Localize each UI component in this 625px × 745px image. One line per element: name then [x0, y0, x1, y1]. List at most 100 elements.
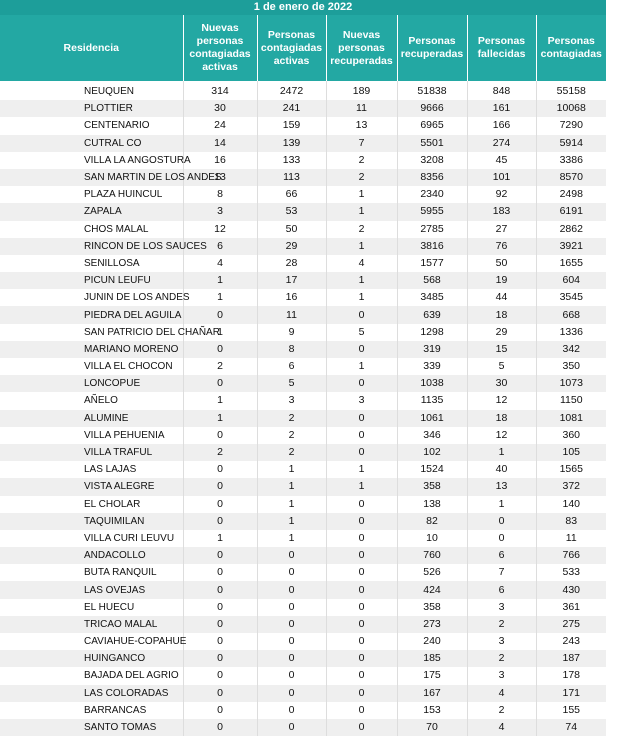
- number-cell: 0: [256, 667, 326, 685]
- number-cell: 240: [396, 633, 467, 651]
- number-cell: 51838: [396, 81, 467, 101]
- number-cell: 0: [325, 718, 397, 737]
- number-cell: 6: [182, 237, 257, 255]
- residence-cell: LAS COLORADAS: [0, 684, 183, 702]
- number-cell: 18: [466, 306, 536, 324]
- number-cell: 28: [256, 254, 326, 273]
- number-cell: 1: [466, 443, 536, 462]
- table-row: LAS LAJAS 0 1 1 1524 40 1565: [0, 461, 606, 479]
- number-cell: 848: [466, 81, 536, 101]
- number-cell: 0: [182, 667, 257, 685]
- number-cell: 0: [325, 529, 397, 548]
- residence-cell: JUNIN DE LOS ANDES: [84, 292, 190, 304]
- number-cell: 12: [182, 220, 257, 238]
- number-cell: 430: [535, 581, 606, 599]
- number-cell: 273: [396, 615, 467, 633]
- number-cell: 2862: [535, 220, 606, 238]
- number-cell: 274: [466, 134, 536, 152]
- table-row: ANDACOLLO 0 0 0 760 6 766: [0, 547, 606, 565]
- number-cell: 668: [535, 306, 606, 324]
- table-row: EL HUECU 0 0 0 358 3 361: [0, 598, 606, 616]
- residence-cell: VILLA CURI LEUVU: [84, 532, 175, 544]
- number-cell: 19: [466, 272, 536, 290]
- number-cell: 241: [256, 100, 326, 118]
- table-row: EL CHOLAR 0 1 0 138 1 140: [0, 495, 606, 513]
- residence-cell: BAJADA DEL AGRIO: [84, 670, 179, 682]
- number-cell: 0: [182, 495, 257, 513]
- number-cell: 1524: [396, 461, 467, 479]
- table-row: ALUMINE 1 2 0 1061 18 1081: [0, 409, 606, 427]
- residence-cell: PIEDRA DEL AGUILA: [0, 306, 183, 324]
- residence-cell: VILLA LA ANGOSTURA: [84, 154, 191, 166]
- number-cell: 1038: [396, 375, 467, 393]
- number-cell: 0: [182, 340, 257, 358]
- number-cell: 0: [256, 701, 326, 719]
- number-cell: 50: [466, 254, 536, 273]
- number-cell: 0: [182, 718, 257, 737]
- number-cell: 5501: [396, 134, 467, 152]
- table-row: LAS COLORADAS 0 0 0 167 4 171: [0, 684, 606, 702]
- number-cell: 0: [466, 529, 536, 548]
- number-cell: 1: [325, 358, 397, 376]
- number-cell: 153: [396, 701, 467, 719]
- number-cell: 82: [396, 512, 467, 530]
- header-row: Residencia Nuevas personas contagiadas ac…: [0, 15, 606, 81]
- number-cell: 133: [256, 151, 326, 169]
- number-cell: 360: [535, 426, 606, 444]
- residence-cell: LAS OVEJAS: [0, 581, 183, 599]
- number-cell: 1336: [535, 323, 606, 341]
- table-row: ZAPALA 3 53 1 5955 183 6191: [0, 203, 606, 221]
- number-cell: 2498: [535, 186, 606, 204]
- residence-cell: MARIANO MORENO: [0, 340, 183, 358]
- number-cell: 1: [182, 392, 257, 410]
- number-cell: 350: [535, 358, 606, 376]
- number-cell: 0: [325, 684, 397, 702]
- table-row: CENTENARIO 24 159 13 6965 166 7290: [0, 117, 606, 135]
- number-cell: 2: [256, 409, 326, 427]
- number-cell: 275: [535, 615, 606, 633]
- residence-cell: SAN PATRICIO DEL CHAÑAR: [84, 326, 220, 338]
- table-row: PLAZA HUINCUL 8 66 1 2340 92 2498: [0, 186, 606, 204]
- number-cell: 0: [325, 495, 397, 513]
- residence-cell: RINCON DE LOS SAUCES: [0, 237, 207, 255]
- number-cell: 6191: [535, 203, 606, 221]
- number-cell: 3545: [535, 289, 606, 307]
- number-cell: 1081: [535, 409, 606, 427]
- number-cell: 55158: [535, 81, 606, 101]
- number-cell: 0: [256, 718, 326, 737]
- number-cell: 1: [256, 495, 326, 513]
- number-cell: 1: [325, 461, 397, 479]
- report: 1 de enero de 2022 Residencia Nuevas pers…: [0, 0, 606, 737]
- number-cell: 2: [256, 443, 326, 462]
- number-cell: 0: [182, 512, 257, 530]
- number-cell: 5: [466, 358, 536, 376]
- table-row: RINCON DE LOS SAUCES 6 29 1 3816 76 3921: [0, 237, 606, 255]
- number-cell: 1: [182, 323, 257, 341]
- number-cell: 9: [256, 323, 326, 341]
- number-cell: 40: [466, 461, 536, 479]
- number-cell: 0: [256, 684, 326, 702]
- column-header: Personas fallecidas: [466, 15, 536, 81]
- number-cell: 0: [182, 598, 257, 616]
- number-cell: 0: [182, 547, 257, 565]
- number-cell: 319: [396, 340, 467, 358]
- number-cell: 533: [535, 564, 606, 582]
- number-cell: 2: [466, 615, 536, 633]
- residence-cell: TRICAO MALAL: [0, 615, 183, 633]
- number-cell: 167: [396, 684, 467, 702]
- number-cell: 0: [325, 409, 397, 427]
- number-cell: 44: [466, 289, 536, 307]
- number-cell: 0: [182, 615, 257, 633]
- residence-cell: SANTO TOMAS: [0, 718, 183, 737]
- table-row: LAS OVEJAS 0 0 0 424 6 430: [0, 581, 606, 599]
- residence-cell: TAQUIMILAN: [0, 512, 183, 530]
- residence-cell: BARRANCAS: [84, 704, 147, 716]
- number-cell: 3: [325, 392, 397, 410]
- number-cell: 0: [182, 426, 257, 444]
- number-cell: 3921: [535, 237, 606, 255]
- number-cell: 1: [325, 272, 397, 290]
- number-cell: 6: [466, 581, 536, 599]
- table-row: SAN PATRICIO DEL CHAÑAR 1 9 5 1298 29 1336: [0, 323, 606, 341]
- number-cell: 101: [466, 168, 536, 187]
- number-cell: 0: [182, 633, 257, 651]
